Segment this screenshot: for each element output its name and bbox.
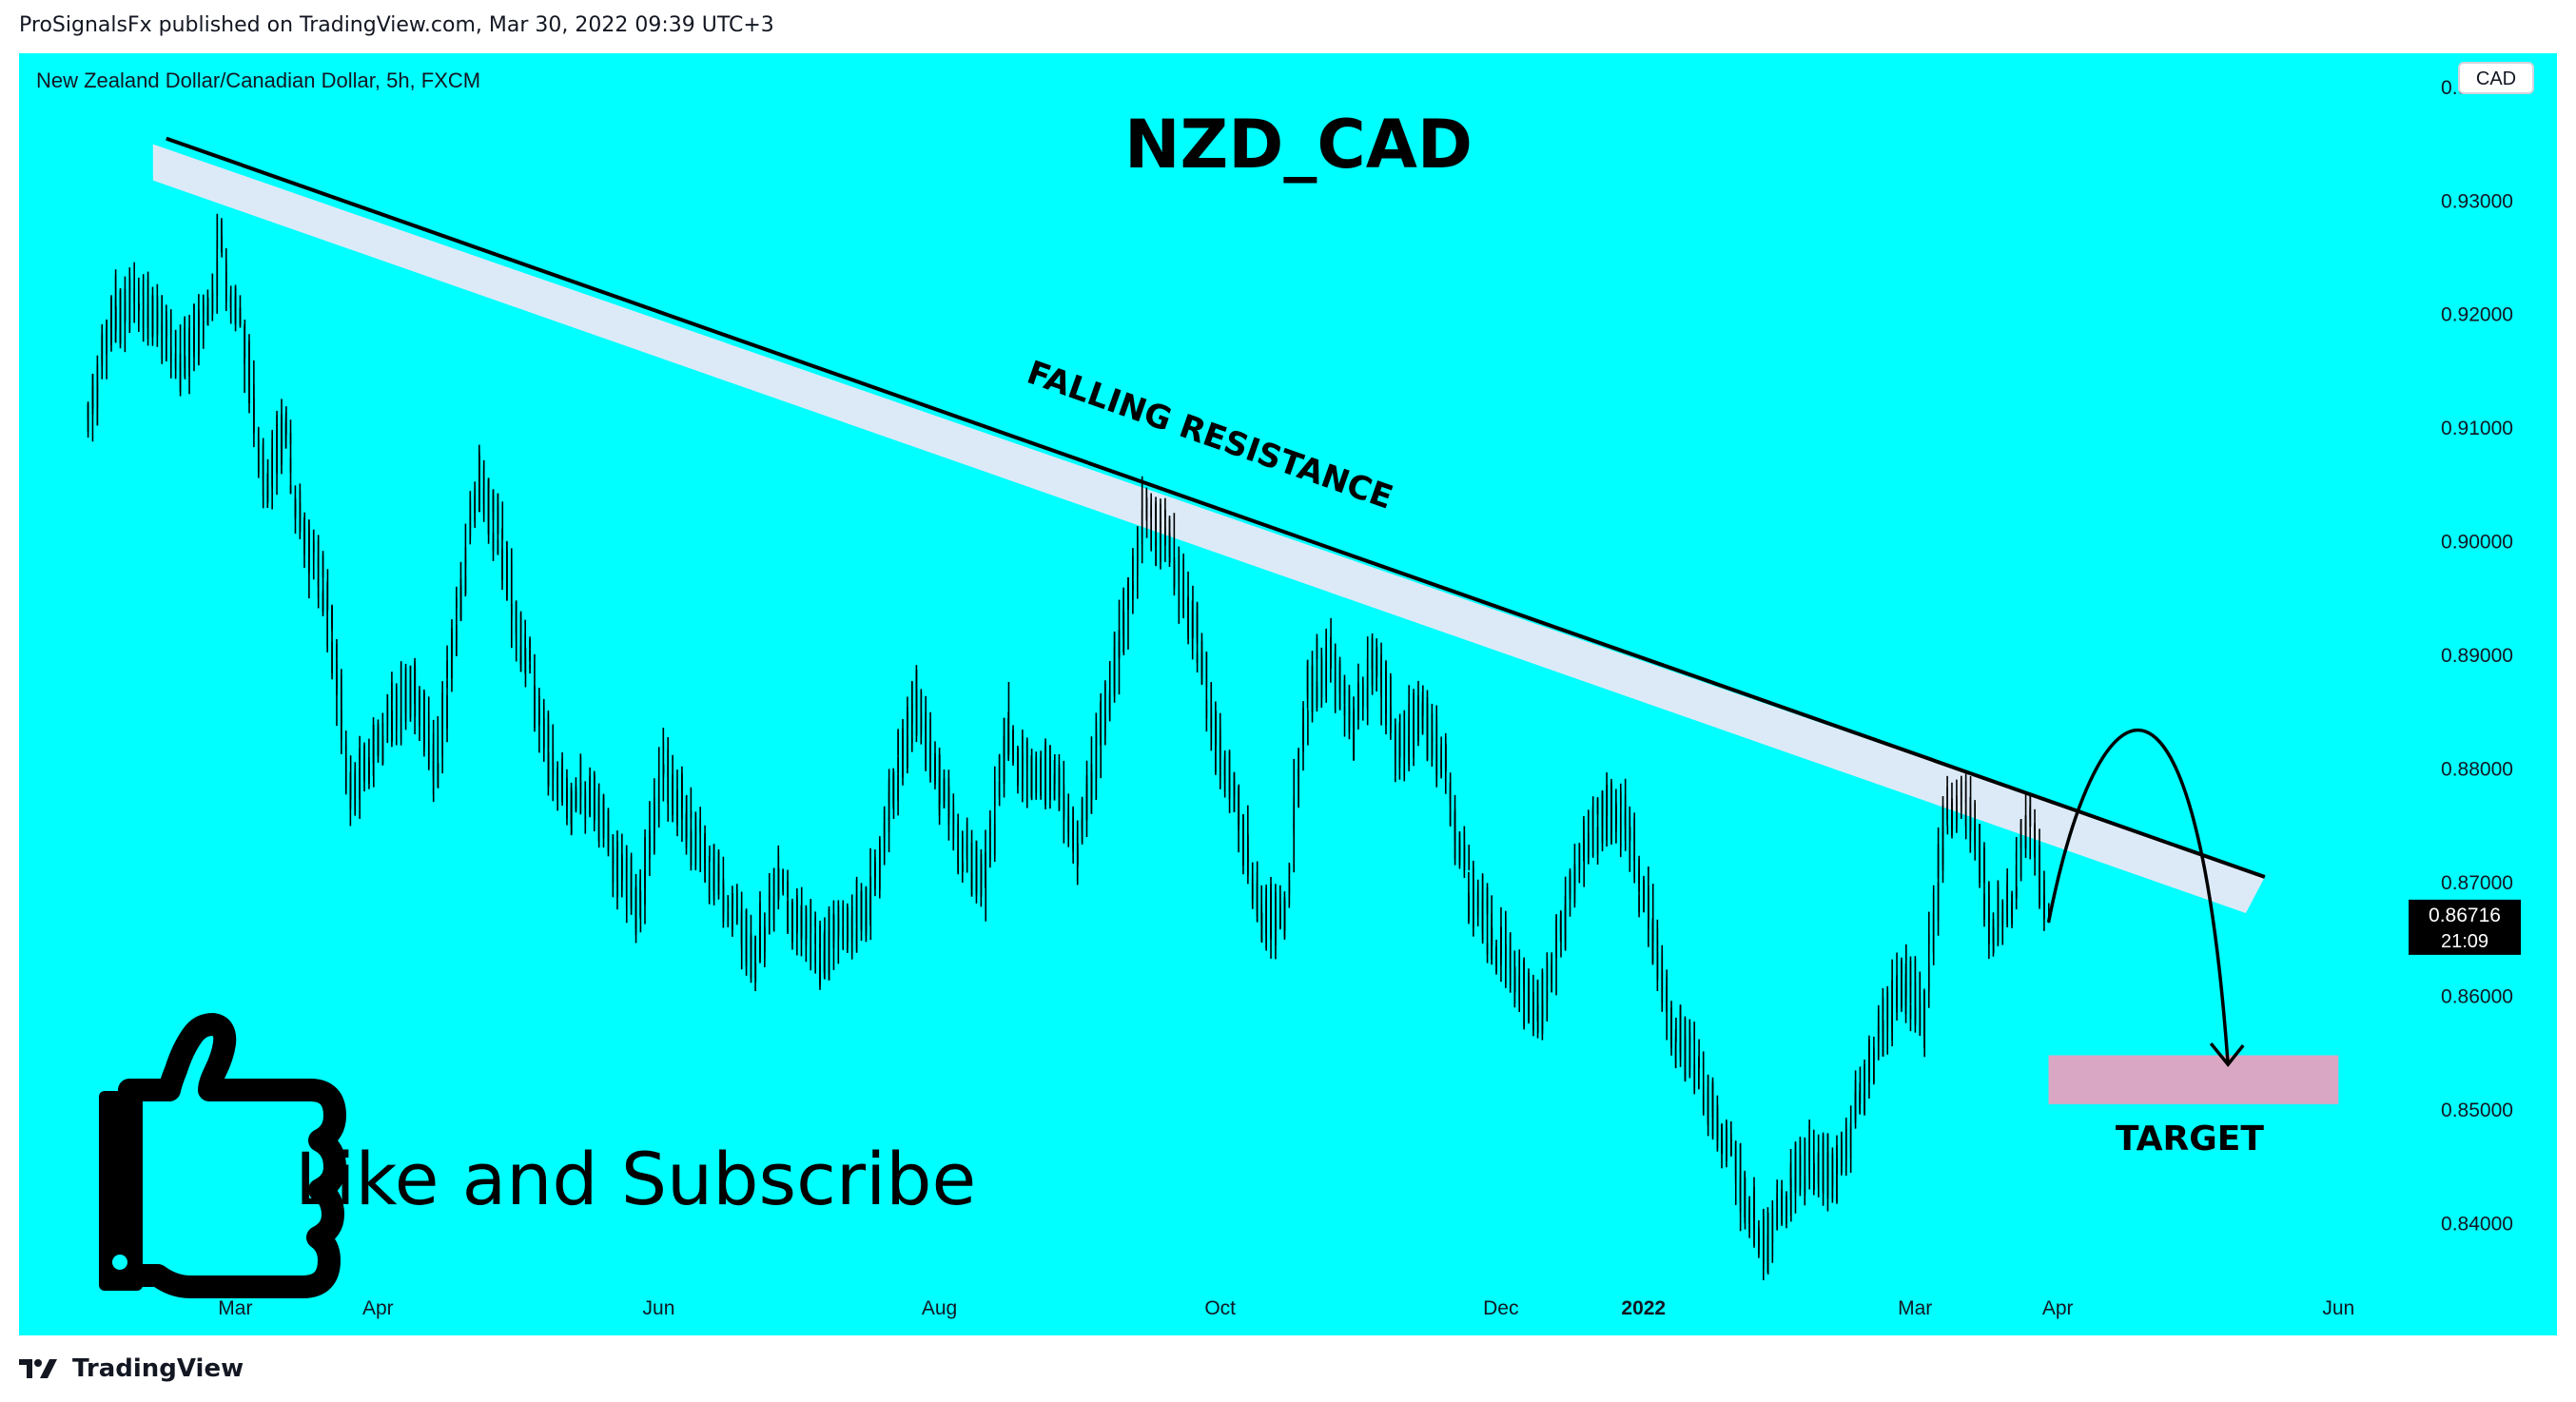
target-zone	[2048, 1055, 2339, 1104]
like-subscribe-text: Like and Subscribe	[295, 1137, 976, 1221]
target-label: TARGET	[2116, 1120, 2264, 1159]
like-subscribe-overlay: Like and Subscribe	[99, 1013, 976, 1298]
axis-layer: 0.940000.930000.920000.910000.900000.890…	[218, 77, 2513, 1319]
x-tick-label: Jun	[643, 1297, 675, 1319]
chart-title: NZD_CAD	[1124, 106, 1473, 184]
footer: TradingView	[19, 1354, 244, 1383]
x-tick-label: Aug	[922, 1297, 957, 1319]
resistance-band	[152, 144, 2265, 913]
y-tick-label: 0.86000	[2441, 985, 2513, 1007]
x-tick-label: Dec	[1483, 1297, 1518, 1319]
projection-arrowhead	[2209, 1042, 2245, 1067]
y-tick-label: 0.89000	[2441, 645, 2513, 667]
x-tick-label: Apr	[362, 1297, 394, 1319]
y-tick-label: 0.87000	[2441, 872, 2513, 894]
publish-info: ProSignalsFx published on TradingView.co…	[19, 13, 774, 37]
projection-arrow	[2046, 728, 2230, 1065]
falling-resistance-line	[166, 136, 2266, 879]
x-tick-label: Apr	[2042, 1297, 2074, 1319]
thumbs-up-icon	[99, 1013, 346, 1298]
chart-container[interactable]: 0.940000.930000.920000.910000.900000.890…	[19, 53, 2557, 1335]
currency-badge[interactable]: CAD	[2458, 62, 2534, 94]
currency-label: CAD	[2476, 68, 2516, 89]
instrument-label: New Zealand Dollar/Canadian Dollar, 5h, …	[36, 68, 480, 92]
resistance-band-layer	[152, 136, 2266, 913]
last-price-tag	[2409, 899, 2521, 955]
y-tick-label: 0.88000	[2441, 759, 2513, 781]
x-tick-label: Mar	[218, 1297, 252, 1319]
x-tick-label: Oct	[1204, 1297, 1236, 1319]
y-tick-label: 0.90000	[2441, 532, 2513, 554]
y-tick-label: 0.85000	[2441, 1100, 2513, 1121]
y-tick-label: 0.92000	[2441, 304, 2513, 326]
tradingview-logo-text: TradingView	[72, 1354, 244, 1383]
candles-layer	[87, 213, 2050, 1281]
x-tick-label: Jun	[2322, 1297, 2354, 1319]
y-tick-label: 0.84000	[2441, 1213, 2513, 1235]
y-tick-label: 0.91000	[2441, 418, 2513, 439]
y-tick-label: 0.93000	[2441, 190, 2513, 212]
bar-countdown: 21:09	[2441, 931, 2488, 952]
tradingview-logo-icon[interactable]	[19, 1357, 61, 1380]
x-tick-label: Mar	[1898, 1297, 1932, 1319]
x-tick-label: 2022	[1621, 1297, 1666, 1319]
last-price-value: 0.86716	[2429, 905, 2501, 926]
chart-canvas[interactable]: 0.940000.930000.920000.910000.900000.890…	[19, 53, 2557, 1335]
